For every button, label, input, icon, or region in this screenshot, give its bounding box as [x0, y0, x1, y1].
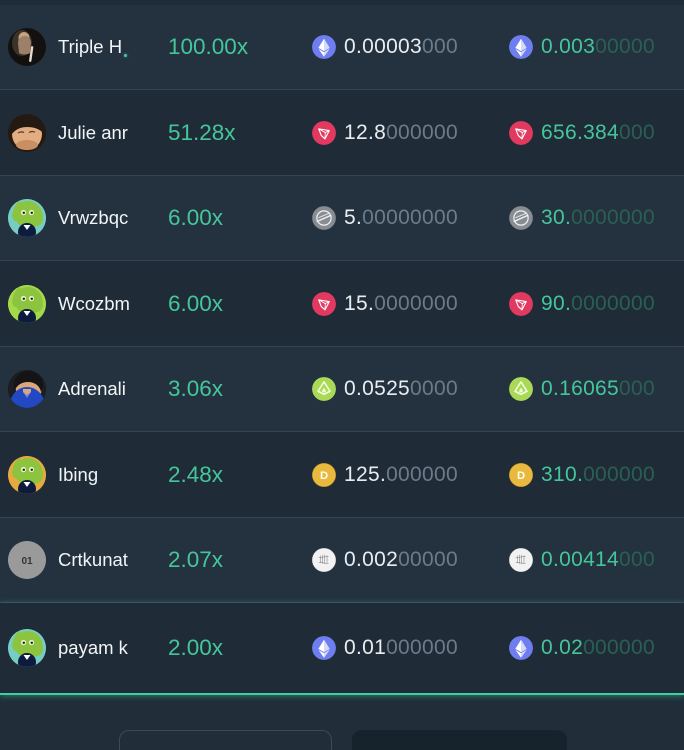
svg-text:01: 01: [21, 556, 33, 567]
svg-text:D: D: [320, 470, 328, 482]
svg-text:D: D: [517, 470, 525, 482]
